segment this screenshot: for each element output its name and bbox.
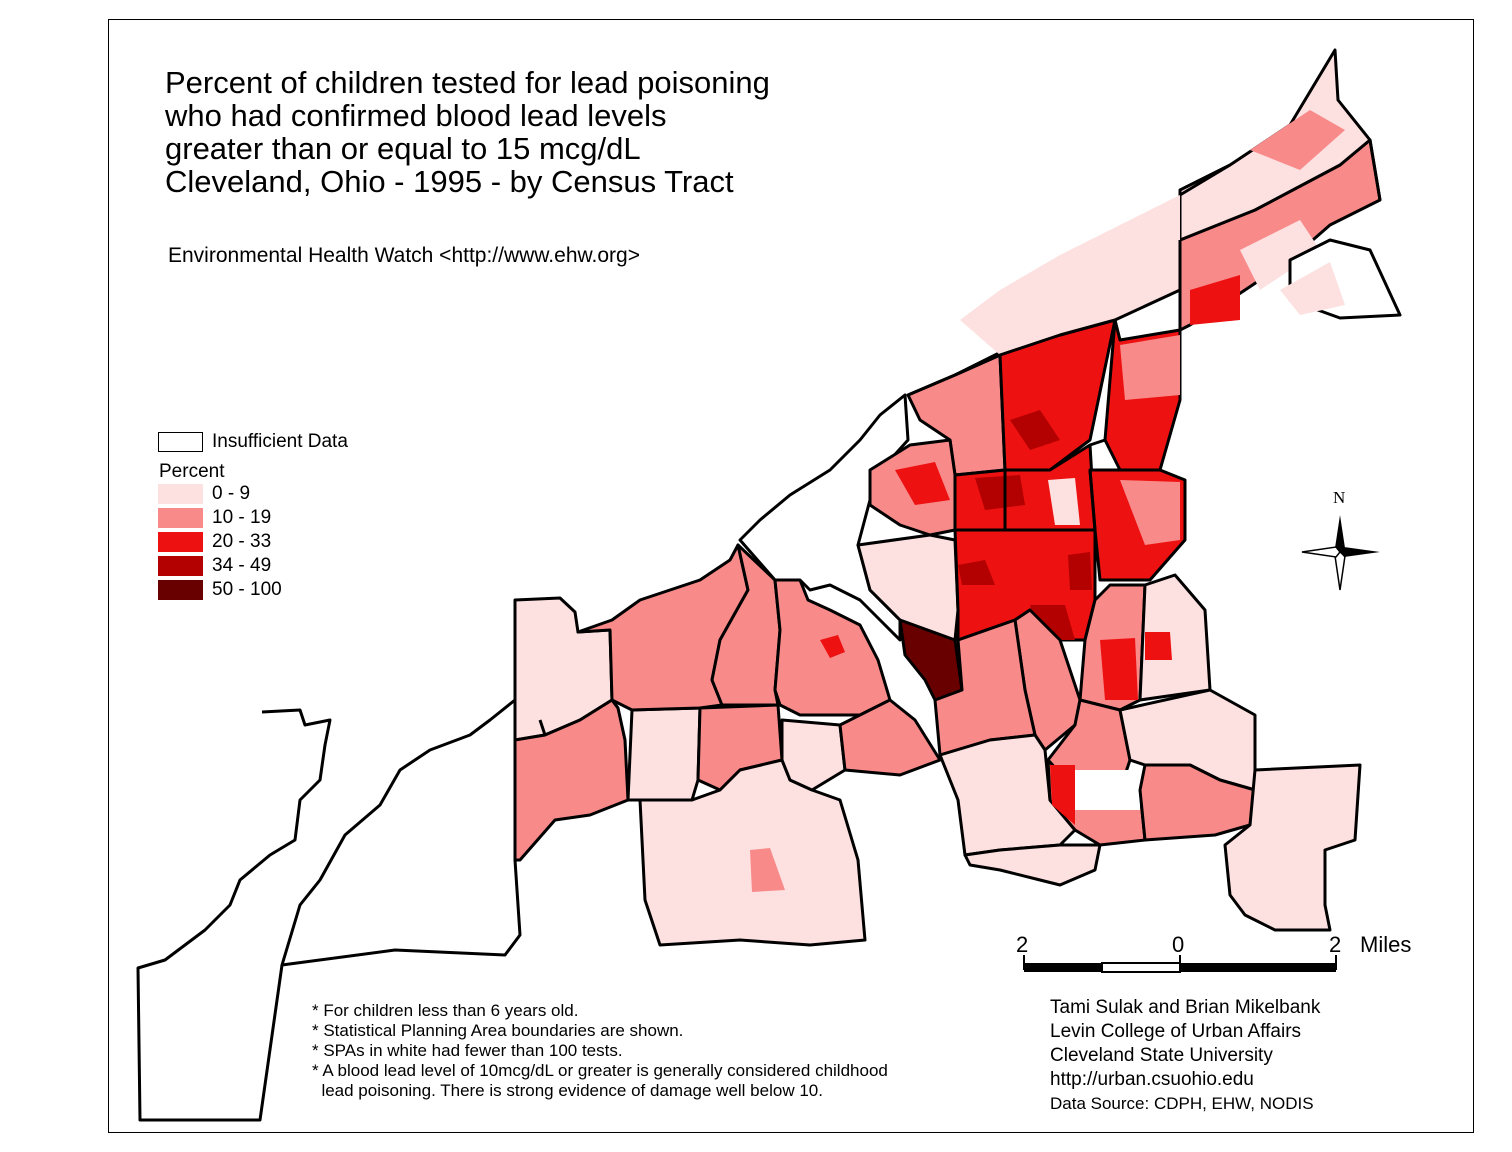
credit-university: Cleveland State University <box>1050 1045 1273 1066</box>
region-northeast <box>960 48 1402 355</box>
scale-bar <box>1023 955 1337 973</box>
map-subtitle: Environmental Health Watch <http://www.e… <box>168 244 640 267</box>
map-title: Percent of children tested for lead pois… <box>165 66 770 198</box>
legend-label-class-4: 34 - 49 <box>212 555 272 576</box>
map-frame <box>108 19 1474 1133</box>
north-arrow-icon <box>1301 515 1380 591</box>
scale-right-label: 2 <box>1329 932 1342 957</box>
north-arrow-label: N <box>1333 488 1346 507</box>
lakeshore-outline <box>907 139 1382 397</box>
scale-unit-label: Miles <box>1360 932 1412 957</box>
credit-data-source: Data Source: CDPH, EHW, NODIS <box>1050 1094 1314 1113</box>
note-4: * A blood lead level of 10mcg/dL or grea… <box>312 1061 888 1080</box>
note-1: * For children less than 6 years old. <box>312 1001 579 1020</box>
region-west-light <box>513 596 702 862</box>
region-southwest-light <box>638 698 942 947</box>
title-line-3: greater than or equal to 15 mcg/dL <box>165 131 641 166</box>
region-east-core <box>868 318 1187 642</box>
legend-swatch-class-2 <box>158 508 203 528</box>
district-boundaries <box>538 438 1106 736</box>
region-central-light <box>856 533 964 702</box>
title-line-1: Percent of children tested for lead pois… <box>165 65 770 100</box>
legend-label-insufficient: Insufficient Data <box>212 431 348 452</box>
legend-swatch-class-1 <box>158 484 203 504</box>
legend-label-class-1: 0 - 9 <box>212 483 251 504</box>
legend-heading: Percent <box>159 461 225 482</box>
legend-swatch-class-4 <box>158 556 203 576</box>
note-2: * Statistical Planning Area boundaries a… <box>312 1021 684 1040</box>
legend-swatch-insufficient <box>158 432 203 452</box>
map-credits: Tami Sulak and Brian Mikelbank Levin Col… <box>1050 996 1320 1116</box>
legend-label-class-3: 20 - 33 <box>212 531 272 552</box>
legend-swatch-class-5 <box>158 580 203 600</box>
legend-swatch-class-3 <box>158 532 203 552</box>
region-southeast <box>938 733 1362 932</box>
scale-center-label: 0 <box>1172 932 1185 957</box>
note-3: * SPAs in white had fewer than 100 tests… <box>312 1041 623 1060</box>
credit-college: Levin College of Urban Affairs <box>1050 1021 1302 1042</box>
region-west-medium <box>576 543 892 792</box>
legend-label-class-2: 10 - 19 <box>212 507 272 528</box>
legend-label-class-5: 50 - 100 <box>212 579 282 600</box>
credit-url: http://urban.csuohio.edu <box>1050 1069 1254 1090</box>
map-notes: * For children less than 6 years old. * … <box>312 1001 888 1101</box>
title-line-4: Cleveland, Ohio - 1995 - by Census Tract <box>165 164 734 199</box>
title-line-2: who had confirmed blood lead levels <box>165 98 667 133</box>
credit-authors: Tami Sulak and Brian Mikelbank <box>1050 997 1321 1018</box>
note-5: lead poisoning. There is strong evidence… <box>312 1081 823 1100</box>
scale-left-label: 2 <box>1016 932 1029 957</box>
